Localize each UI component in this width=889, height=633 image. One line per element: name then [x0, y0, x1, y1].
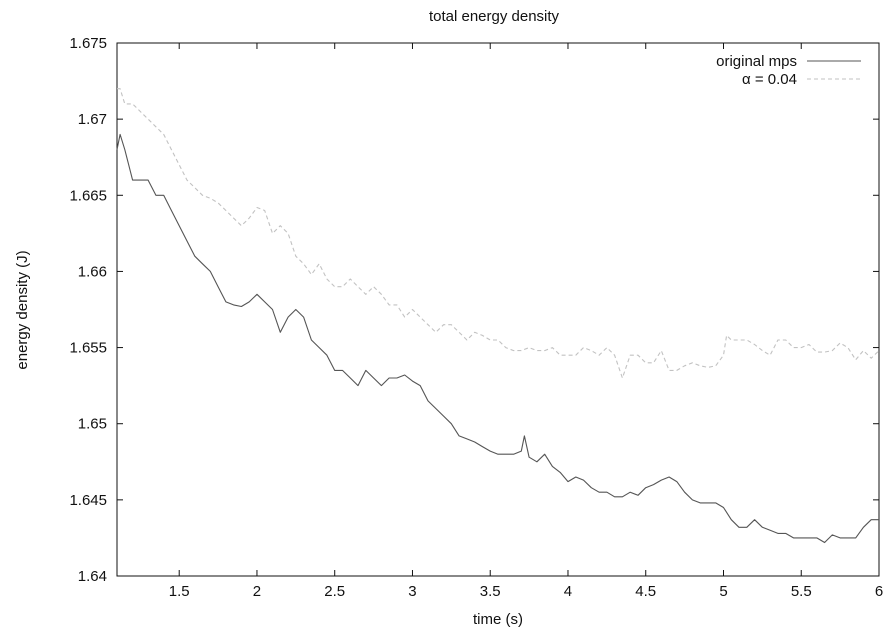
y-tick-label: 1.645 — [69, 492, 107, 509]
x-axis-label: time (s) — [473, 611, 523, 628]
x-tick-label: 2 — [253, 583, 261, 600]
x-tick-label: 4.5 — [635, 583, 656, 600]
x-tick-label: 5 — [719, 583, 727, 600]
series-layer — [116, 88, 880, 544]
y-tick-label: 1.675 — [69, 35, 107, 52]
y-tick-label: 1.66 — [78, 263, 107, 280]
legend-entry-original-mps: original mps — [716, 53, 861, 70]
plot-area — [116, 42, 880, 577]
x-tick-label: 4 — [564, 583, 572, 600]
y-tick-label: 1.655 — [69, 340, 107, 357]
x-axis: 1.5 2 2.5 3 3.5 4 4.5 5 5.5 6 — [169, 43, 883, 600]
legend-label-original-mps: original mps — [716, 53, 797, 70]
y-tick-label: 1.665 — [69, 187, 107, 204]
y-tick-label: 1.65 — [78, 416, 107, 433]
series-line-1 — [117, 88, 880, 379]
plot-frame — [116, 42, 880, 577]
x-tick-label: 1.5 — [169, 583, 190, 600]
x-tick-label: 2.5 — [324, 583, 345, 600]
series-line-0 — [116, 133, 879, 544]
legend-label-alpha: α = 0.04 — [742, 71, 797, 88]
x-tick-label: 5.5 — [791, 583, 812, 600]
y-axis: 1.64 1.645 1.65 1.655 1.66 1.665 1.67 1.675 — [69, 35, 879, 585]
y-tick-label: 1.64 — [78, 568, 107, 585]
y-tick-label: 1.67 — [78, 111, 107, 128]
legend-entry-alpha: α = 0.04 — [742, 71, 861, 88]
x-tick-label: 3.5 — [480, 583, 501, 600]
x-tick-label: 6 — [875, 583, 883, 600]
x-tick-label: 3 — [408, 583, 416, 600]
legend: original mps α = 0.04 — [716, 53, 861, 88]
y-axis-label: energy density (J) — [14, 250, 31, 369]
chart-title: total energy density — [429, 8, 560, 25]
